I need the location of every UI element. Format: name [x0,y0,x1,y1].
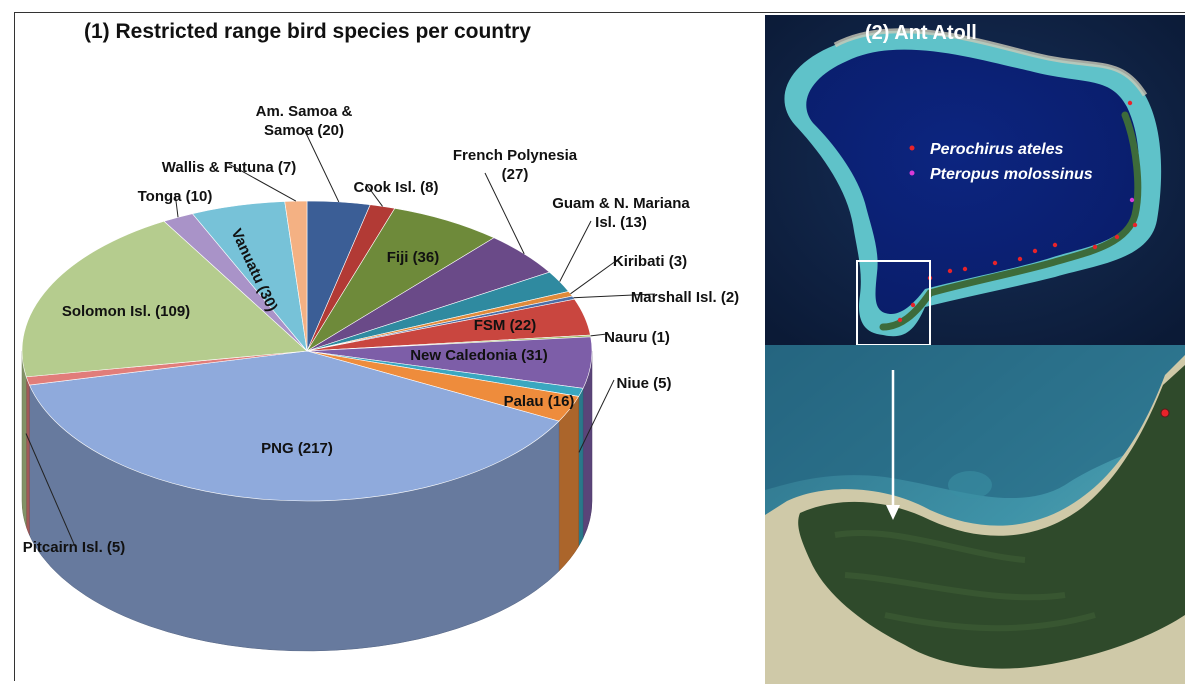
leader-nauru [590,333,608,337]
legend-label-pteropus: Pteropus molossinus [930,166,1093,183]
pie-slice-fiji [306,207,495,352]
slice-labels: Am. Samoa & Samoa (20) Cook Isl. (8) Fiji (… [23,103,739,556]
zoom-arrow-head [886,505,900,520]
pie-side-pitcairn-isl [26,376,30,536]
leader-tonga [174,192,179,218]
leader-pitcairn-isl [25,433,75,545]
zoomed-survey-point [1160,408,1170,418]
leader-wallis-futuna [228,163,297,202]
slice-label-pitcairn-isl: Pitcairn Isl. (5) [23,539,126,556]
coral-shallows [765,345,1185,499]
legend-marker-pteropus [909,170,915,176]
slice-label-kiribati: Kiribati (3) [613,253,687,270]
pie-slice-solomon-isl [21,220,308,378]
slice-label-png: PNG (217) [261,440,333,457]
leader-lines [25,128,656,545]
pie-panel: (1) Restricted range bird species per co… [21,20,739,652]
slice-label-niue: Niue (5) [616,375,671,392]
slice-label-new-caledonia: New Caledonia (31) [410,347,548,364]
leader-marshall-isl [573,293,656,299]
map-title: (2) Ant Atoll [865,22,977,44]
slice-label-nauru: Nauru (1) [604,329,670,346]
pie-top-face [21,200,593,502]
pie-side-solomon-isl [21,350,27,527]
leader-french-polynesia [484,172,525,255]
reef-edge [833,28,1148,97]
pie-slice-wallis-futuna [284,200,308,352]
leader-cook-isl [365,183,383,207]
slice-label-guam-n-mariana-isl: Guam & N. Mariana Isl. (13) [552,195,690,231]
slice-label-marshall-isl: Marshall Isl. (2) [631,289,739,306]
slice-label-solomon-isl: Solomon Isl. (109) [62,303,190,320]
coral-head [948,471,992,499]
island-texture [834,529,1096,632]
survey-points [897,100,1138,323]
satellite-map-panel: (2) Ant Atoll Perochirus ateles Pteropus… [765,15,1185,684]
slice-label-fsm: FSM (22) [474,317,537,334]
zoomed-island-vegetation [798,365,1185,669]
slice-label-tonga: Tonga (10) [138,188,213,205]
legend-label-perochirus: Perochirus ateles [930,141,1064,158]
leader-niue [578,379,615,453]
pie-side-niue [578,388,584,548]
atoll-islets [879,111,1142,331]
figure-frame [14,12,1185,681]
slice-label-wallis-futuna: Wallis & Futuna (7) [162,159,296,176]
pie-chart: Am. Samoa & Samoa (20) Cook Isl. (8) Fiji (… [21,103,739,652]
atoll-lagoon [806,49,1140,315]
leader-kiribati [570,257,621,295]
slice-label-am-samoa-samoa: Am. Samoa & Samoa (20) [256,103,353,139]
pie-side-walls [21,350,593,652]
leader-guam-n-mariana-isl [559,220,592,282]
legend-marker-perochirus [909,145,915,151]
slice-label-french-polynesia: French Polynesia (27) [453,147,578,183]
chart-title: (1) Restricted range bird species per co… [84,20,531,43]
slice-label-cook-isl: Cook Isl. (8) [353,179,438,196]
slice-label-fiji: Fiji (36) [387,249,440,266]
leader-am-samoa-samoa [303,128,340,203]
pie-side-palau [558,395,579,572]
slice-label-palau: Palau (16) [504,393,575,410]
ant-atoll-map: (2) Ant Atoll Perochirus ateles Pteropus… [765,15,1185,684]
pie-slice-png [29,350,560,502]
pteropus-point [1129,197,1135,203]
